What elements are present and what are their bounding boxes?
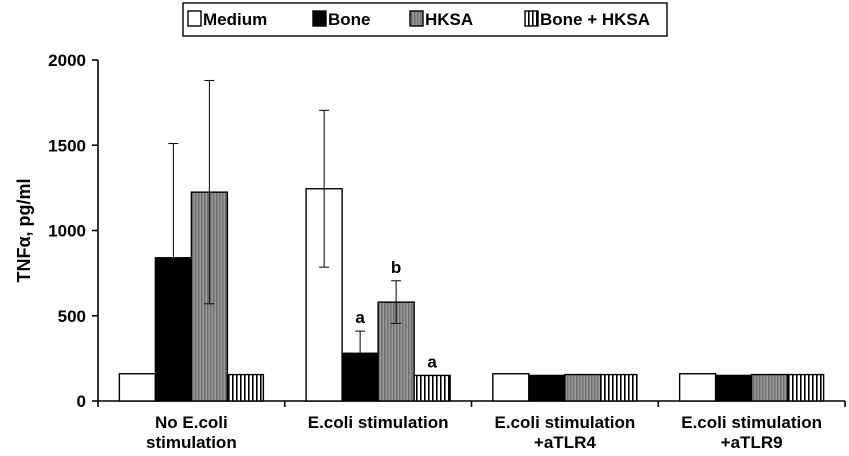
category-label: stimulation — [146, 433, 237, 452]
legend-swatch — [524, 10, 539, 27]
bar-bone-hksa-2 — [600, 373, 638, 402]
bar-medium-3 — [678, 373, 717, 402]
y-tick-label: 1500 — [48, 136, 86, 155]
significance-label: a — [355, 308, 365, 327]
y-tick-label: 500 — [58, 307, 86, 326]
legend-frame — [182, 2, 668, 37]
legend-swatch — [187, 10, 202, 27]
bar-bone-3 — [714, 374, 753, 402]
category-label: No E.coli — [155, 413, 228, 432]
category-label: E.coli stimulation — [495, 413, 636, 432]
y-axis-label: TNFα, pg/ml — [14, 178, 34, 282]
bar-bone-2 — [528, 374, 566, 402]
legend-label: Bone — [328, 10, 371, 29]
legend-label: HKSA — [425, 10, 473, 29]
legend-label: Medium — [203, 10, 267, 29]
category-label: E.coli stimulation — [308, 413, 449, 432]
category-label: E.coli stimulation — [681, 413, 822, 432]
category-label: +aTLR9 — [721, 433, 783, 452]
bar-medium-0 — [118, 373, 157, 402]
y-tick-label: 2000 — [48, 51, 86, 70]
y-tick-label: 1000 — [48, 222, 86, 241]
bar-bone-hksa-1 — [413, 374, 451, 402]
significance-label: b — [391, 258, 401, 277]
legend-swatch — [312, 10, 327, 27]
bar-hksa-2 — [564, 373, 602, 402]
bar-bone-hksa-3 — [786, 373, 825, 402]
legend: Medium Bone HKSA Bone + HKSA — [182, 2, 668, 37]
y-tick-label: 0 — [77, 392, 86, 411]
bar-bone-hksa-0 — [226, 373, 265, 402]
legend-label: Bone + HKSA — [540, 10, 650, 29]
bar-medium-2 — [492, 373, 530, 402]
plot-area: 0 500 1000 1500 2000 TNFα, pg/ml No E.colistim… — [14, 51, 846, 452]
significance-label: a — [427, 352, 437, 371]
legend-swatch — [409, 10, 424, 27]
category-label: +aTLR4 — [534, 433, 596, 452]
bar-hksa-3 — [750, 373, 789, 402]
